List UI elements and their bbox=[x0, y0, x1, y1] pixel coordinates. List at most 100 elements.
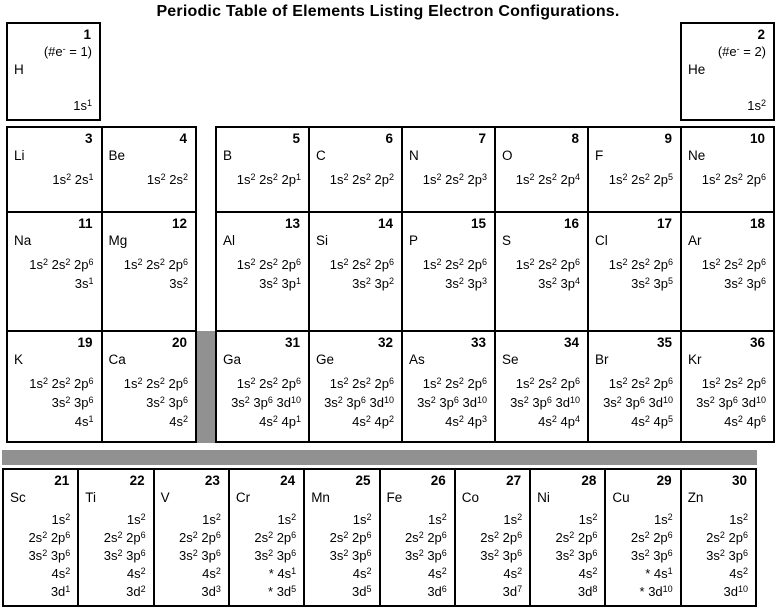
element-symbol: Cu bbox=[612, 490, 630, 505]
element-symbol: Si bbox=[316, 233, 329, 248]
electron-configuration: 1s2 2s2 2p6 3s2 3p6 3d10 4s2 4p6 bbox=[688, 374, 766, 431]
element-cell-N: 7 N 1s2 2s2 2p3 bbox=[403, 128, 494, 211]
config-line: 1s2 bbox=[747, 97, 766, 113]
electron-configuration: 1s2 2s2 2p6 3s2 3p4 bbox=[502, 255, 580, 293]
atomic-number: 27 bbox=[506, 473, 522, 488]
element-symbol: Zn bbox=[687, 490, 704, 505]
atomic-number: 5 bbox=[292, 131, 300, 146]
config-line: 3d5 bbox=[352, 583, 372, 599]
electron-configuration: 1s2 2s2 2p6 3s2 3p6 4s2 3d7 bbox=[462, 511, 522, 601]
config-line: 3s2 3p6 bbox=[51, 394, 94, 410]
element-symbol: Ti bbox=[85, 490, 97, 505]
element-cell-Ca: 20 Ca 1s2 2s2 2p6 3s2 3p6 4s2 bbox=[102, 332, 195, 441]
config-line: 3s2 3p6 bbox=[179, 547, 221, 563]
config-line: 1s2 2s2 2p3 bbox=[422, 171, 487, 187]
config-line: 1s2 2s2 2p6 bbox=[701, 375, 766, 391]
config-line: 1s1 bbox=[73, 97, 92, 113]
config-line: 1s2 2s2 2p6 bbox=[329, 375, 394, 391]
config-line: 1s2 bbox=[277, 511, 297, 527]
atomic-number: 32 bbox=[377, 335, 393, 350]
config-line: 1s2 2s2 2p6 bbox=[29, 375, 94, 391]
config-line: 1s2 2s2 2p6 bbox=[422, 256, 487, 272]
config-line: 3s2 3p6 bbox=[480, 547, 523, 563]
element-cell-He: 2 (#e- = 2) He 1s2 bbox=[680, 22, 775, 121]
element-cell-O: 8 O 1s2 2s2 2p4 bbox=[496, 128, 587, 211]
element-cell-Cr: 24 Cr 1s2 2s2 2p6 3s2 3p6 * 4s1 * 3d5 bbox=[229, 470, 304, 605]
element-cell-C: 6 C 1s2 2s2 2p2 bbox=[310, 128, 401, 211]
config-line: * 3d5 bbox=[268, 583, 297, 599]
atomic-number: 15 bbox=[470, 216, 486, 231]
config-line: 2s2 2p6 bbox=[706, 529, 748, 545]
element-cell-Zn: 30 Zn 1s2 2s2 2p6 3s2 3p6 4s2 3d10 bbox=[681, 470, 755, 605]
electron-configuration: 1s2 2s2 2p6 3s2 3p6 * 4s1 * 3d5 bbox=[236, 511, 296, 601]
config-line: 3s2 3p3 bbox=[445, 275, 487, 291]
config-line: 1s2 2s2 2p6 bbox=[422, 375, 487, 391]
config-line: 1s2 2s2 2p6 bbox=[701, 171, 766, 187]
atomic-number: 2 bbox=[757, 27, 765, 42]
config-line: 2s2 2p6 bbox=[254, 529, 297, 545]
config-line: 4s2 bbox=[51, 565, 71, 581]
electron-count-note: (#e- = 2) bbox=[717, 43, 766, 59]
element-symbol: Ne bbox=[688, 148, 706, 163]
element-symbol: Sc bbox=[10, 490, 26, 505]
electron-configuration: 1s2 2s2 2p6 3s2 3p6 3d10 4s2 4p2 bbox=[316, 374, 394, 431]
element-symbol: Fe bbox=[386, 490, 403, 505]
transition-connector-bar bbox=[2, 450, 757, 465]
element-cell-As: 33 As 1s2 2s2 2p6 3s2 3p6 3d10 4s2 4p3 bbox=[403, 332, 494, 441]
element-symbol: C bbox=[316, 148, 326, 163]
config-line: 3s2 3p6 bbox=[254, 547, 297, 563]
atomic-number: 11 bbox=[78, 216, 93, 231]
config-line: 1s2 2s2 2p6 bbox=[701, 256, 766, 272]
transition-metals-block: 21 Sc 1s2 2s2 2p6 3s2 3p6 4s2 3d1 22 Ti 1s2 2s2 2p… bbox=[2, 468, 757, 607]
config-line: 3d1 bbox=[50, 583, 71, 599]
electron-configuration: 1s2 2s2 2p6 3s1 bbox=[14, 255, 94, 293]
config-line: 1s2 2s2 2p5 bbox=[608, 171, 673, 187]
config-line: 1s2 2s2 2p6 bbox=[236, 375, 301, 391]
electron-configuration: 1s2 2s2 2p6 3s2 3p6 4s2 3d1 bbox=[10, 511, 70, 601]
atomic-number: 31 bbox=[284, 335, 300, 350]
config-line: 4s2 bbox=[169, 413, 188, 429]
element-cell-Sc: 21 Sc 1s2 2s2 2p6 3s2 3p6 4s2 3d1 bbox=[4, 470, 78, 605]
config-line: * 4s1 bbox=[268, 565, 297, 581]
config-line: 3d8 bbox=[577, 583, 598, 599]
atomic-number: 8 bbox=[571, 131, 579, 146]
element-symbol: V bbox=[160, 490, 170, 505]
element-cell-H: 1 (#e- = 1) H 1s1 bbox=[6, 22, 101, 121]
element-cell-Br: 35 Br 1s2 2s2 2p6 3s2 3p6 3d10 4s2 4p5 bbox=[589, 332, 680, 441]
element-symbol: Be bbox=[108, 148, 126, 163]
atomic-number: 12 bbox=[171, 216, 187, 231]
electron-configuration: 1s2 2s2 2p6 3s2 3p6 4s2 3d8 bbox=[537, 511, 598, 601]
config-line: 2s2 2p6 bbox=[555, 529, 598, 545]
config-line: 3d10 bbox=[723, 583, 748, 599]
config-line: 2s2 2p6 bbox=[404, 529, 447, 545]
electron-configuration: 1s2 2s2 2p6 3s2 3p6 4s2 3d5 bbox=[311, 511, 372, 601]
config-line: 1s2 bbox=[428, 511, 447, 527]
atomic-number: 9 bbox=[664, 131, 672, 146]
element-symbol: Al bbox=[223, 233, 236, 248]
element-symbol: Mn bbox=[311, 490, 330, 505]
config-line: 1s2 2s2 2p6 bbox=[123, 256, 188, 272]
config-line: 3s2 3p6 bbox=[146, 394, 188, 410]
config-line: 3s2 3p6 bbox=[706, 547, 748, 563]
config-line: 1s2 2s2 bbox=[146, 171, 188, 187]
electron-configuration: 1s2 2s2 2p6 3s2 3p3 bbox=[409, 255, 487, 293]
atomic-number: 36 bbox=[749, 335, 765, 350]
atomic-number: 18 bbox=[749, 216, 765, 231]
main-group-right-block: 5 B 1s2 2s2 2p1 6 C 1s2 2s2 2p2 7 N 1s2 2s2 2p3 8… bbox=[215, 126, 775, 443]
atomic-number: 6 bbox=[385, 131, 393, 146]
element-symbol: Ca bbox=[108, 352, 126, 367]
atomic-number: 35 bbox=[656, 335, 672, 350]
element-cell-Mn: 25 Mn 1s2 2s2 2p6 3s2 3p6 4s2 3d5 bbox=[305, 470, 379, 605]
config-line: 1s2 2s2 2p6 bbox=[123, 375, 188, 391]
config-line: 1s2 2s1 bbox=[52, 171, 94, 187]
config-line: 3s2 3p6 3d10 bbox=[324, 394, 394, 410]
config-line: 2s2 2p6 bbox=[28, 529, 71, 545]
element-symbol: Mg bbox=[108, 233, 128, 248]
config-line: 3s1 bbox=[74, 275, 94, 291]
element-symbol: P bbox=[409, 233, 419, 248]
config-line: 4s2 bbox=[352, 565, 372, 581]
electron-configuration: 1s2 2s2 2p6 3s2 3p6 3d10 4s2 4p4 bbox=[502, 374, 580, 431]
config-line: 1s2 bbox=[126, 511, 146, 527]
electron-configuration: 1s2 2s2 2p4 bbox=[502, 170, 580, 189]
atomic-number: 25 bbox=[355, 473, 371, 488]
